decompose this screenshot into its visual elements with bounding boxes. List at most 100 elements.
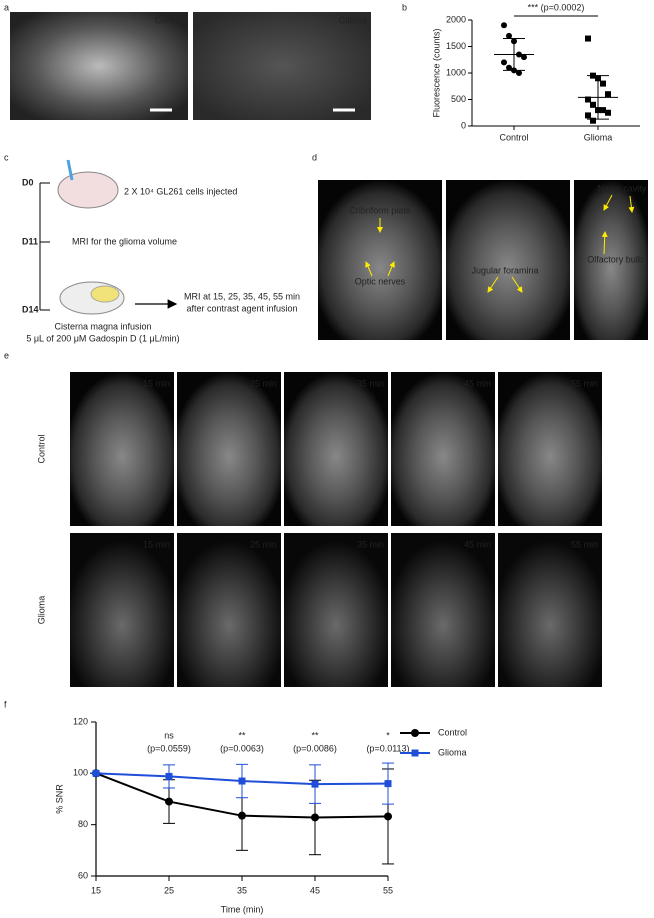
time-label: 45 min [464, 378, 491, 388]
mouse-icon [57, 171, 119, 209]
day-label: D11 [22, 236, 38, 246]
data-point [590, 101, 596, 108]
x-tick-label: 55 [383, 885, 393, 895]
data-point [384, 780, 392, 788]
time-label: 15 min [143, 378, 170, 388]
data-point [501, 22, 507, 29]
x-tick-label: 35 [237, 885, 247, 895]
day-label: D0 [22, 177, 34, 187]
p-value-label: (p=0.0086) [293, 743, 337, 753]
mri-image [574, 180, 648, 340]
annotation-arrow [601, 231, 608, 255]
annotation-arrow [365, 261, 373, 277]
step-text: MRI for the glioma volume [72, 236, 177, 246]
mri-image [177, 533, 281, 687]
time-label: 55 min [571, 378, 598, 388]
step-text: after contrast agent infusion [186, 303, 297, 313]
significance-label: ** [238, 730, 246, 740]
data-point [501, 59, 507, 66]
p-value-label: (p=0.0063) [220, 743, 264, 753]
time-label: 45 min [464, 539, 491, 549]
y-tick-label: 100 [73, 768, 88, 778]
x-tick-label: Control [499, 132, 528, 142]
x-tick-label: Glioma [584, 132, 613, 142]
syringe-icon [66, 159, 74, 181]
time-label: 25 min [250, 378, 277, 388]
mri-image [498, 372, 602, 526]
time-label: 35 min [357, 378, 384, 388]
legend-marker [411, 729, 419, 737]
significance-label: *** (p=0.0002) [528, 2, 585, 12]
legend-label: Control [438, 727, 467, 737]
y-tick-label: 500 [451, 94, 466, 104]
brain-icon [90, 285, 120, 303]
y-tick-label: 1000 [446, 67, 466, 77]
data-point [585, 96, 591, 103]
mri-image [446, 180, 570, 340]
x-axis-label: Time (min) [221, 904, 264, 914]
annotation: Cribriform plate [349, 205, 411, 215]
row-label: Control [36, 434, 46, 463]
mri-image [284, 533, 388, 687]
mri-image [498, 533, 602, 687]
mri-image [284, 372, 388, 526]
y-tick-label: 2000 [446, 14, 466, 24]
y-tick-label: 80 [78, 819, 88, 829]
data-point [165, 797, 173, 806]
y-tick-label: 60 [78, 870, 88, 880]
panel-label: c [4, 152, 9, 162]
panel-label: a [4, 2, 9, 12]
legend-label: Glioma [438, 747, 467, 757]
data-point [506, 64, 512, 71]
image-label: Glioma [338, 15, 367, 25]
annotation: Nasal cavity [598, 183, 647, 193]
mri-image [391, 372, 495, 526]
panel-label: d [312, 152, 317, 162]
fluorescence-image [10, 12, 188, 120]
data-point [516, 70, 522, 76]
y-tick-label: 1500 [446, 41, 466, 51]
data-point [311, 813, 319, 822]
data-point [605, 91, 611, 98]
annotation-arrow [603, 194, 613, 211]
annotation: Jugular foramina [471, 265, 538, 275]
fluorescence-image [193, 12, 371, 120]
data-point [238, 777, 246, 785]
step-text: MRI at 15, 25, 35, 45, 55 min [184, 291, 300, 301]
step-text: 5 μL of 200 μM Gadospin D (1 μL/min) [26, 333, 179, 343]
mri-image [391, 533, 495, 687]
data-point [585, 112, 591, 119]
step-text: 2 X 10⁴ GL261 cells injected [124, 186, 237, 196]
data-point [590, 117, 596, 124]
time-label: 15 min [143, 539, 170, 549]
p-value-label: (p=0.0559) [147, 743, 191, 753]
data-point [521, 54, 527, 61]
data-point [384, 812, 392, 821]
p-value-label: (p=0.0113) [366, 743, 409, 753]
day-label: D14 [22, 304, 39, 314]
x-tick-label: 15 [91, 885, 101, 895]
time-label: 35 min [357, 539, 384, 549]
significance-label: ns [164, 730, 174, 740]
data-point [238, 811, 246, 820]
panel-label: b [402, 2, 407, 12]
legend-marker [411, 749, 419, 757]
mri-image [318, 180, 442, 340]
annotation-arrow [628, 195, 635, 213]
data-point [600, 107, 606, 114]
time-label: 25 min [250, 539, 277, 549]
annotation-arrow [387, 261, 395, 277]
annotation-arrow [511, 276, 523, 293]
data-point [92, 769, 100, 777]
annotation: Optic nerves [355, 276, 406, 286]
y-axis-label: Fluorescence (counts) [431, 28, 441, 117]
annotation-arrow [487, 276, 499, 293]
row-label: Glioma [36, 596, 46, 625]
step-text: Cisterna magna infusion [54, 321, 151, 331]
data-point [311, 780, 319, 788]
data-point [165, 772, 173, 780]
annotation: Olfactory bulb [587, 254, 643, 264]
mri-image [70, 533, 174, 687]
